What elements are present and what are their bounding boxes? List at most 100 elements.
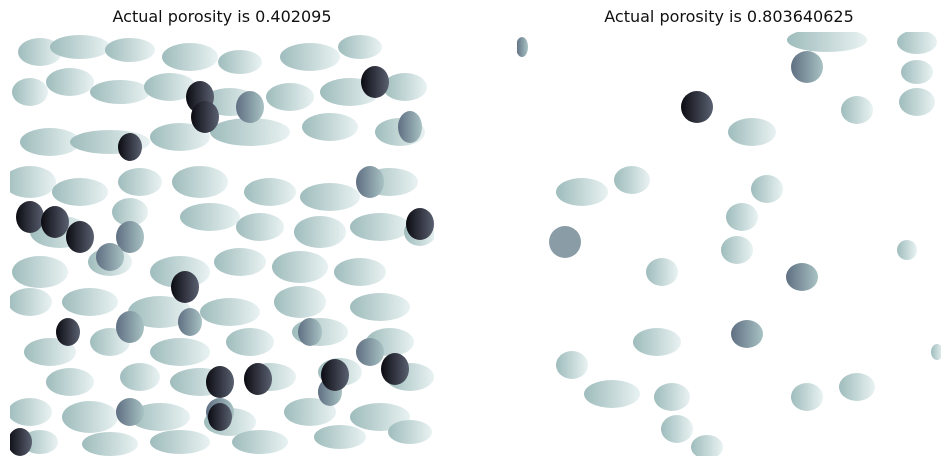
left-grain-mid <box>96 243 124 271</box>
right-grain <box>787 32 867 52</box>
right-grain <box>549 226 581 258</box>
left-grain-light <box>172 166 228 198</box>
right-grain <box>614 166 650 194</box>
left-grain-mid <box>356 338 384 366</box>
left-grain-dark <box>191 101 219 133</box>
left-grain-light <box>120 363 160 391</box>
left-grain-light <box>302 113 358 141</box>
left-grain-light <box>62 288 118 316</box>
left-grain-light <box>274 286 326 318</box>
left-grain-dark <box>41 206 69 238</box>
left-grain-dark <box>10 428 32 456</box>
left-grain-light <box>12 256 68 288</box>
left-grain-dark <box>361 66 389 98</box>
left-grain-light <box>338 35 382 59</box>
left-grain-dark <box>206 366 234 398</box>
right-grain <box>728 118 776 146</box>
left-grain-light <box>105 38 155 62</box>
right-grain <box>897 32 937 54</box>
right-grain <box>654 383 690 411</box>
left-grain-light <box>272 251 328 283</box>
right-grain <box>839 373 875 401</box>
left-grain-dark <box>208 403 232 431</box>
left-grain-light <box>314 425 366 449</box>
left-porosity-image <box>10 32 434 456</box>
left-grain-light <box>10 288 52 316</box>
left-grain-dark <box>244 363 272 395</box>
left-grain-light <box>383 73 427 101</box>
left-panel: Actual porosity is 0.402095 <box>10 0 434 465</box>
right-grain <box>681 91 713 123</box>
left-grain-light <box>200 298 260 326</box>
left-grain-light <box>10 166 56 198</box>
right-grain <box>726 203 758 231</box>
left-grain-light <box>150 338 210 366</box>
left-grain-light <box>150 123 210 151</box>
left-grain-light <box>180 203 240 231</box>
left-grain-light <box>284 398 336 426</box>
left-grain-light <box>300 183 360 211</box>
left-grain-light <box>20 128 80 156</box>
left-grain-mid <box>116 398 144 426</box>
left-porosity-svg <box>10 35 434 456</box>
left-grain-dark <box>118 133 142 161</box>
right-grain <box>556 351 588 379</box>
right-grain <box>841 96 873 124</box>
left-grain-light <box>130 403 190 431</box>
right-grain <box>791 51 823 83</box>
left-grain-light <box>334 258 386 286</box>
left-grain-mid <box>116 311 144 343</box>
left-grain-light <box>244 178 296 206</box>
right-grain <box>931 344 941 360</box>
left-grain-light <box>46 368 94 396</box>
right-grain <box>646 258 678 286</box>
right-panel-title: Actual porosity is 0.803640625 <box>604 7 854 26</box>
right-panel: Actual porosity is 0.803640625 <box>517 0 941 465</box>
right-grain <box>691 435 723 456</box>
right-porosity-image <box>517 32 941 456</box>
left-grain-light <box>350 293 410 321</box>
left-grain-light <box>214 248 266 276</box>
left-grain-light <box>118 168 162 196</box>
left-grain-dark <box>171 271 199 303</box>
left-grain-layer <box>10 35 434 456</box>
left-grain-light <box>266 83 314 111</box>
left-grain-mid <box>356 166 384 198</box>
left-grain-light <box>218 50 262 74</box>
right-porosity-svg <box>517 32 941 456</box>
right-grain <box>584 380 640 408</box>
left-grain-light <box>350 213 410 241</box>
left-grain-mid <box>236 91 264 123</box>
left-grain-light <box>112 198 148 226</box>
right-grain-layer <box>517 32 941 456</box>
left-grain-light <box>24 338 76 366</box>
left-grain-dark <box>16 201 44 233</box>
left-grain-light <box>90 80 150 104</box>
left-grain-dark <box>56 318 80 346</box>
right-grain <box>556 178 608 206</box>
left-grain-light <box>82 432 138 456</box>
left-grain-mid <box>298 318 322 346</box>
left-grain-dark <box>406 208 434 240</box>
right-grain <box>721 236 753 264</box>
right-grain <box>633 328 681 356</box>
right-grain <box>897 240 917 260</box>
left-grain-dark <box>66 221 94 253</box>
right-grain <box>661 415 693 443</box>
left-grain-light <box>388 420 432 444</box>
left-grain-light <box>150 430 210 454</box>
right-grain <box>786 263 818 291</box>
left-grain-light <box>226 328 274 356</box>
left-grain-light <box>280 43 340 71</box>
left-grain-light <box>10 398 52 426</box>
left-grain-light <box>50 35 110 59</box>
right-grain <box>731 320 763 348</box>
right-grain <box>901 60 933 84</box>
left-grain-light <box>52 178 108 206</box>
left-grain-light <box>62 401 118 433</box>
left-grain-light <box>232 430 288 454</box>
right-grain <box>791 383 823 411</box>
left-grain-light <box>46 68 94 96</box>
left-grain-light <box>12 78 48 106</box>
left-grain-mid <box>398 111 422 143</box>
